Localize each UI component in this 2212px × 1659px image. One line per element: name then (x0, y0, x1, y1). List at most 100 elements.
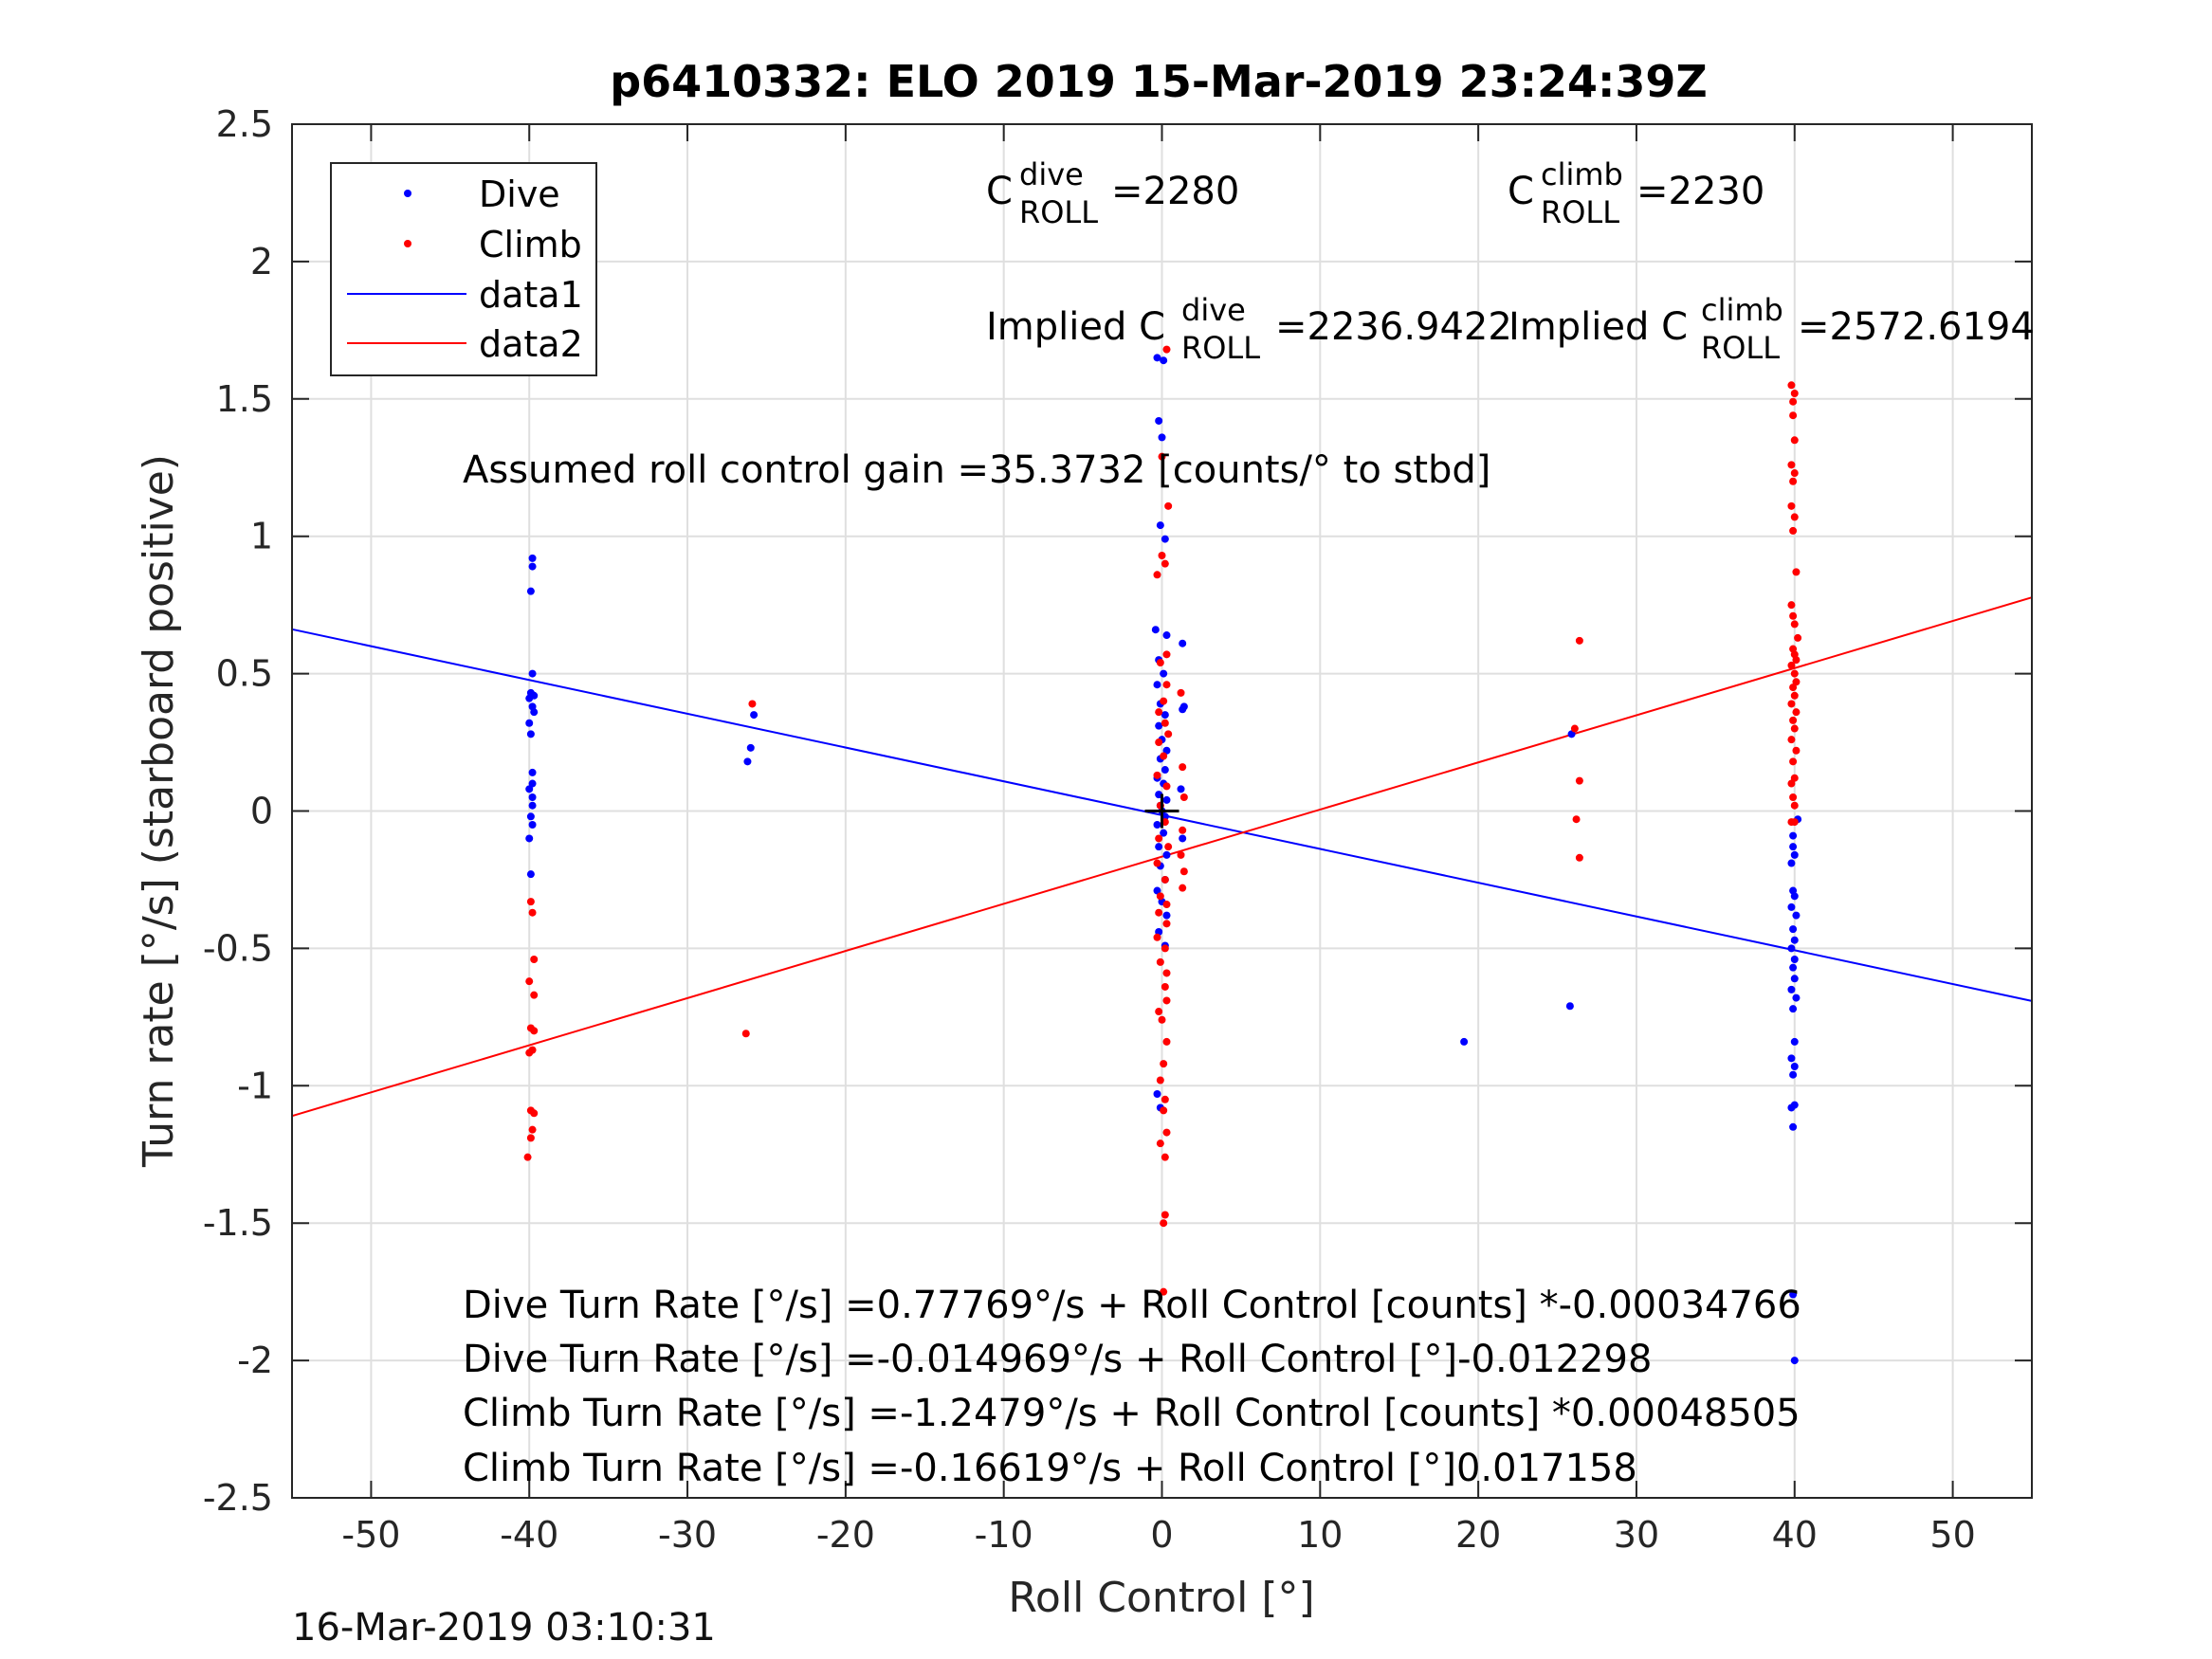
data-point-dive (1162, 746, 1171, 755)
data-point-dive (1789, 1290, 1798, 1299)
data-point-dive (1162, 850, 1171, 859)
data-point-climb (1158, 551, 1166, 559)
data-point-dive (1790, 892, 1799, 901)
data-point-dive (528, 793, 537, 802)
annotation-c-climb: C climb ROLL =2230 (1508, 156, 1764, 230)
data-point-dive (1179, 834, 1187, 843)
data-point-dive (1153, 681, 1161, 689)
data-point-climb (530, 955, 539, 963)
data-point-climb (1792, 746, 1801, 755)
data-point-climb (1160, 1060, 1168, 1068)
data-point-climb (1179, 763, 1187, 772)
data-point-climb (525, 977, 534, 986)
data-point-climb (1787, 736, 1796, 744)
data-point-climb (1790, 774, 1799, 782)
legend-climb-label: Climb (479, 224, 582, 265)
data-points (523, 345, 1802, 1365)
data-point-climb (1161, 875, 1169, 884)
x-tick-label: 10 (1297, 1514, 1343, 1556)
data-point-climb (1179, 867, 1188, 876)
data-point-climb (1790, 724, 1799, 733)
footer-timestamp: 16-Mar-2019 03:10:31 (292, 1606, 716, 1650)
x-tick-label: 40 (1772, 1514, 1818, 1556)
data-point-climb (1575, 636, 1583, 645)
y-tick-label: -1 (237, 1065, 273, 1106)
data-point-climb (741, 1030, 750, 1038)
data-point-climb (526, 1134, 535, 1142)
data-point-climb (1161, 559, 1169, 568)
data-point-climb (1153, 859, 1161, 867)
data-point-climb (1153, 771, 1161, 779)
data-point-climb (1787, 461, 1796, 469)
data-point-climb (1153, 933, 1161, 941)
origin-marker (1144, 793, 1179, 829)
x-tick-label: 50 (1929, 1514, 1975, 1556)
data-point-dive (1156, 521, 1164, 530)
data-point-dive (1790, 975, 1799, 983)
annotation-eq-climb-counts: Climb Turn Rate [°/s] =-1.2479°/s + Roll… (463, 1392, 1801, 1435)
data-point-climb (1790, 390, 1799, 398)
data-point-climb (1787, 779, 1796, 788)
chart-title: p6410332: ELO 2019 15-Mar-2019 23:24:39Z (610, 56, 1708, 107)
data-point-climb (1790, 436, 1799, 445)
data-point-climb (1789, 477, 1798, 485)
data-point-dive (1161, 766, 1169, 775)
data-point-climb (1575, 853, 1583, 862)
data-point-climb (1158, 452, 1166, 461)
data-point-climb (1177, 850, 1185, 859)
data-point-dive (1789, 831, 1798, 840)
y-tick-label: 2 (250, 241, 273, 283)
data-point-climb (748, 700, 757, 708)
y-tick-label: 0.5 (216, 653, 273, 695)
data-point-dive (746, 743, 755, 752)
data-point-dive (1153, 886, 1161, 895)
legend: Dive Climb data1 data2 (330, 162, 597, 376)
data-point-dive (526, 730, 535, 738)
data-point-climb (1158, 1015, 1166, 1024)
data-point-climb (1162, 345, 1171, 354)
data-point-dive (1177, 785, 1185, 793)
data-point-dive (1787, 985, 1796, 994)
legend-dive-marker (404, 190, 411, 197)
data-point-climb (1790, 818, 1799, 827)
data-point-dive (1460, 1037, 1469, 1046)
data-point-climb (1794, 633, 1802, 642)
legend-box (330, 162, 597, 376)
data-point-dive (1567, 730, 1576, 738)
data-point-climb (1161, 1211, 1169, 1219)
data-point-dive (1789, 1070, 1798, 1079)
data-point-climb (530, 1027, 539, 1035)
y-tick-label: -2 (237, 1340, 273, 1381)
data-point-climb (1156, 659, 1164, 667)
data-point-dive (1161, 535, 1169, 543)
data-point-dive (1790, 1063, 1799, 1071)
data-point-dive (1155, 843, 1163, 851)
data-point-dive (528, 669, 537, 678)
y-tick-label: 1.5 (216, 378, 273, 420)
x-tick-label: -30 (658, 1514, 717, 1556)
data-point-climb (1156, 1139, 1164, 1148)
data-point-dive (528, 562, 537, 571)
data-point-climb (1792, 678, 1801, 686)
data-point-climb (1572, 815, 1581, 824)
x-tick-label: -20 (816, 1514, 875, 1556)
data-point-climb (1162, 1128, 1171, 1137)
data-point-dive (1789, 925, 1798, 934)
data-point-climb (1155, 908, 1163, 917)
data-point-dive (1790, 1037, 1799, 1046)
data-point-dive (526, 812, 535, 821)
data-point-dive (1162, 911, 1171, 920)
data-point-dive (1787, 902, 1796, 911)
data-point-climb (525, 1048, 534, 1057)
data-point-climb (1160, 1106, 1168, 1115)
data-point-dive (525, 785, 534, 793)
data-point-dive (1789, 843, 1798, 851)
y-tick-labels: -2.5 -2 -1.5 -1 -0.5 0 0.5 1 1.5 2 2.5 (203, 103, 273, 1519)
data-point-climb (1156, 892, 1164, 901)
data-point-climb (1160, 752, 1168, 760)
y-tick-label: -2.5 (203, 1477, 273, 1519)
data-point-climb (1790, 691, 1799, 700)
data-point-climb (1789, 397, 1798, 406)
data-point-dive (528, 820, 537, 829)
